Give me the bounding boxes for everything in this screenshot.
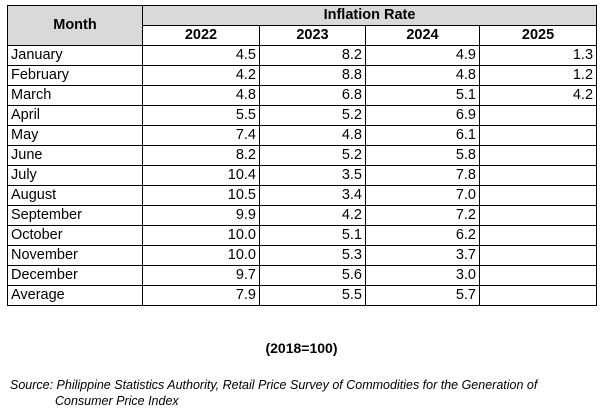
table-row: November 10.0 5.3 3.7	[7, 245, 598, 266]
value-cell-2023: 6.8	[259, 85, 366, 106]
month-cell: July	[7, 165, 143, 186]
value-cell-2022: 10.0	[142, 225, 260, 246]
value-cell-2025	[478, 285, 598, 306]
month-cell: Average	[7, 285, 143, 306]
value-cell-2022: 7.4	[142, 125, 260, 146]
base-year-note: (2018=100)	[265, 340, 338, 356]
value-cell-2025	[478, 125, 598, 146]
value-cell-2023: 5.2	[259, 145, 366, 166]
value-cell-2024: 5.7	[365, 285, 480, 306]
value-cell-2024: 3.0	[365, 265, 480, 286]
value-cell-2025	[478, 105, 598, 126]
value-cell-2025: 1.2	[478, 65, 598, 86]
table-row: March 4.8 6.8 5.1 4.2	[7, 85, 598, 106]
table-row: October 10.0 5.1 6.2	[7, 225, 598, 246]
year-header-2024: 2024	[365, 25, 480, 46]
value-cell-2023: 8.2	[259, 45, 366, 66]
value-cell-2024: 7.2	[365, 205, 480, 226]
month-cell: March	[7, 85, 143, 106]
value-cell-2025: 1.3	[478, 45, 598, 66]
month-cell: June	[7, 145, 143, 166]
inflation-table: Month Inflation Rate 2022 2023 2024 2025…	[7, 5, 598, 306]
value-cell-2023: 5.3	[259, 245, 366, 266]
source-note: Source: Philippine Statistics Authority,…	[10, 377, 590, 409]
month-cell: August	[7, 185, 143, 206]
value-cell-2024: 3.7	[365, 245, 480, 266]
source-line-2: Consumer Price Index	[55, 394, 179, 408]
year-header-2023: 2023	[259, 25, 366, 46]
value-cell-2022: 9.7	[142, 265, 260, 286]
year-header-2025: 2025	[478, 25, 598, 46]
month-cell: May	[7, 125, 143, 146]
value-cell-2022: 7.9	[142, 285, 260, 306]
value-cell-2025: 4.2	[478, 85, 598, 106]
value-cell-2023: 5.5	[259, 285, 366, 306]
value-cell-2024: 5.8	[365, 145, 480, 166]
month-cell: January	[7, 45, 143, 66]
value-cell-2024: 4.8	[365, 65, 480, 86]
value-cell-2025	[478, 225, 598, 246]
year-header-2022: 2022	[142, 25, 260, 46]
value-cell-2024: 7.0	[365, 185, 480, 206]
value-cell-2023: 4.2	[259, 205, 366, 226]
inflation-rate-group-header: Inflation Rate	[141, 5, 598, 26]
value-cell-2022: 4.8	[142, 85, 260, 106]
value-cell-2023: 8.8	[259, 65, 366, 86]
table-row: August 10.5 3.4 7.0	[7, 185, 598, 206]
value-cell-2025	[478, 205, 598, 226]
value-cell-2025	[478, 185, 598, 206]
table-row: September 9.9 4.2 7.2	[7, 205, 598, 226]
month-cell: November	[7, 245, 143, 266]
month-cell: October	[7, 225, 143, 246]
month-cell: April	[7, 105, 143, 126]
value-cell-2022: 8.2	[142, 145, 260, 166]
table-row: April 5.5 5.2 6.9	[7, 105, 598, 126]
month-cell: February	[7, 65, 143, 86]
value-cell-2022: 10.4	[142, 165, 260, 186]
value-cell-2023: 3.4	[259, 185, 366, 206]
month-cell: September	[7, 205, 143, 226]
table-row: July 10.4 3.5 7.8	[7, 165, 598, 186]
value-cell-2023: 4.8	[259, 125, 366, 146]
value-cell-2022: 4.5	[142, 45, 260, 66]
year-header-row: 2022 2023 2024 2025	[8, 25, 598, 46]
value-cell-2023: 5.1	[259, 225, 366, 246]
value-cell-2024: 7.8	[365, 165, 480, 186]
table-row: Average 7.9 5.5 5.7	[7, 285, 598, 306]
month-cell: December	[7, 265, 143, 286]
value-cell-2023: 3.5	[259, 165, 366, 186]
value-cell-2024: 5.1	[365, 85, 480, 106]
table-row: June 8.2 5.2 5.8	[7, 145, 598, 166]
value-cell-2022: 4.2	[142, 65, 260, 86]
value-cell-2024: 6.1	[365, 125, 480, 146]
value-cell-2024: 6.9	[365, 105, 480, 126]
value-cell-2025	[478, 245, 598, 266]
table-body: January 4.5 8.2 4.9 1.3 February 4.2 8.8 4.8 1.2 M…	[7, 45, 598, 306]
value-cell-2025	[478, 265, 598, 286]
source-line-1: Source: Philippine Statistics Authority,…	[10, 378, 538, 392]
value-cell-2025	[478, 165, 598, 186]
value-cell-2024: 4.9	[365, 45, 480, 66]
value-cell-2022: 10.0	[142, 245, 260, 266]
table-header-row: Month Inflation Rate	[7, 5, 598, 46]
value-cell-2022: 5.5	[142, 105, 260, 126]
value-cell-2025	[478, 145, 598, 166]
month-column-header: Month	[7, 5, 143, 46]
value-cell-2022: 9.9	[142, 205, 260, 226]
value-cell-2022: 10.5	[142, 185, 260, 206]
value-cell-2023: 5.6	[259, 265, 366, 286]
value-cell-2023: 5.2	[259, 105, 366, 126]
table-row: May 7.4 4.8 6.1	[7, 125, 598, 146]
table-row: December 9.7 5.6 3.0	[7, 265, 598, 286]
value-cell-2024: 6.2	[365, 225, 480, 246]
table-row: February 4.2 8.8 4.8 1.2	[7, 65, 598, 86]
table-row: January 4.5 8.2 4.9 1.3	[7, 45, 598, 66]
